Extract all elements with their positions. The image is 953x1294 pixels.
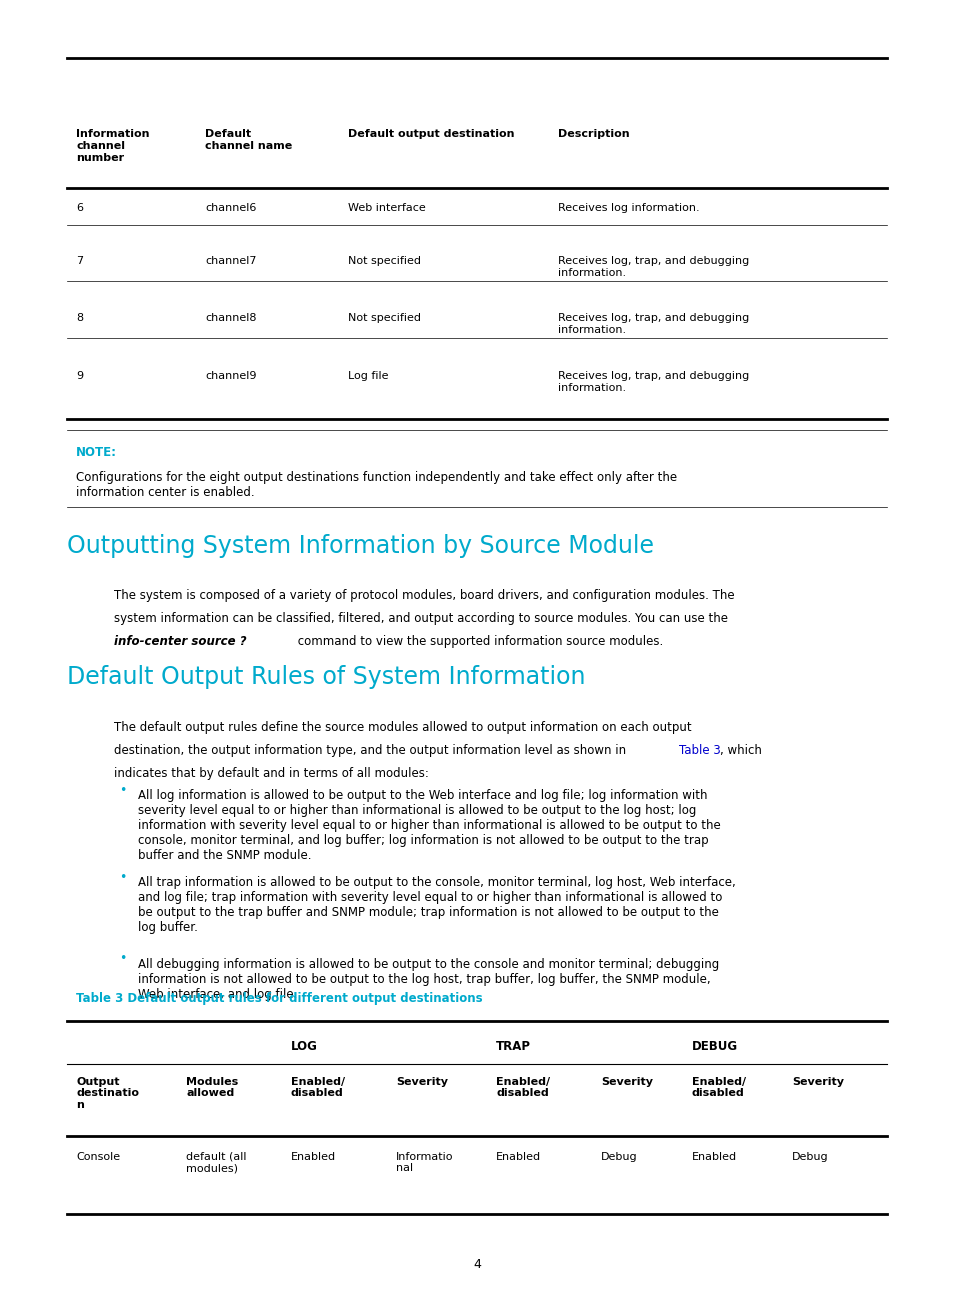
Text: Informatio
nal: Informatio nal bbox=[395, 1152, 453, 1174]
Text: Severity: Severity bbox=[791, 1077, 843, 1087]
Text: channel9: channel9 bbox=[205, 371, 256, 382]
Text: DEBUG: DEBUG bbox=[691, 1040, 737, 1053]
Text: Table 3 Default output rules for different output destinations: Table 3 Default output rules for differe… bbox=[76, 992, 482, 1005]
Text: indicates that by default and in terms of all modules:: indicates that by default and in terms o… bbox=[114, 767, 429, 780]
Text: Not specified: Not specified bbox=[348, 313, 421, 324]
Text: Severity: Severity bbox=[600, 1077, 653, 1087]
Text: All debugging information is allowed to be output to the console and monitor ter: All debugging information is allowed to … bbox=[138, 958, 719, 1000]
Text: Receives log, trap, and debugging
information.: Receives log, trap, and debugging inform… bbox=[558, 313, 748, 335]
Text: Outputting System Information by Source Module: Outputting System Information by Source … bbox=[67, 534, 653, 559]
Text: Receives log, trap, and debugging
information.: Receives log, trap, and debugging inform… bbox=[558, 371, 748, 393]
Text: TRAP: TRAP bbox=[496, 1040, 531, 1053]
Text: All log information is allowed to be output to the Web interface and log file; l: All log information is allowed to be out… bbox=[138, 789, 720, 862]
Text: Default Output Rules of System Information: Default Output Rules of System Informati… bbox=[67, 665, 585, 690]
Text: channel6: channel6 bbox=[205, 203, 256, 214]
Text: Enabled: Enabled bbox=[691, 1152, 736, 1162]
Text: Log file: Log file bbox=[348, 371, 388, 382]
Text: info-center source ?: info-center source ? bbox=[114, 635, 247, 648]
Text: Severity: Severity bbox=[395, 1077, 448, 1087]
Text: Enabled/
disabled: Enabled/ disabled bbox=[496, 1077, 550, 1099]
Text: LOG: LOG bbox=[291, 1040, 317, 1053]
Text: Output
destinatio
n: Output destinatio n bbox=[76, 1077, 139, 1110]
Text: 4: 4 bbox=[473, 1258, 480, 1271]
Text: All trap information is allowed to be output to the console, monitor terminal, l: All trap information is allowed to be ou… bbox=[138, 876, 736, 934]
Text: channel8: channel8 bbox=[205, 313, 256, 324]
Text: channel7: channel7 bbox=[205, 256, 256, 267]
Text: Modules
allowed: Modules allowed bbox=[186, 1077, 238, 1099]
Text: Enabled: Enabled bbox=[496, 1152, 540, 1162]
Text: Receives log information.: Receives log information. bbox=[558, 203, 699, 214]
Text: Default
channel name: Default channel name bbox=[205, 129, 292, 151]
Text: The default output rules define the source modules allowed to output information: The default output rules define the sour… bbox=[114, 721, 691, 734]
Text: NOTE:: NOTE: bbox=[76, 446, 117, 459]
Text: Debug: Debug bbox=[791, 1152, 827, 1162]
Text: •: • bbox=[119, 952, 127, 965]
Text: 6: 6 bbox=[76, 203, 83, 214]
Text: command to view the supported information source modules.: command to view the supported informatio… bbox=[294, 635, 662, 648]
Text: default (all
modules): default (all modules) bbox=[186, 1152, 246, 1174]
Text: Enabled/
disabled: Enabled/ disabled bbox=[691, 1077, 745, 1099]
Text: Table 3: Table 3 bbox=[679, 744, 720, 757]
Text: Default output destination: Default output destination bbox=[348, 129, 515, 140]
Text: Not specified: Not specified bbox=[348, 256, 421, 267]
Text: destination, the output information type, and the output information level as sh: destination, the output information type… bbox=[114, 744, 626, 757]
Text: Receives log, trap, and debugging
information.: Receives log, trap, and debugging inform… bbox=[558, 256, 748, 278]
Text: The system is composed of a variety of protocol modules, board drivers, and conf: The system is composed of a variety of p… bbox=[114, 589, 735, 602]
Text: Debug: Debug bbox=[600, 1152, 637, 1162]
Text: •: • bbox=[119, 871, 127, 884]
Text: Console: Console bbox=[76, 1152, 120, 1162]
Text: Enabled/
disabled: Enabled/ disabled bbox=[291, 1077, 345, 1099]
Text: Enabled: Enabled bbox=[291, 1152, 335, 1162]
Text: 8: 8 bbox=[76, 313, 83, 324]
Text: Description: Description bbox=[558, 129, 629, 140]
Text: Configurations for the eight output destinations function independently and take: Configurations for the eight output dest… bbox=[76, 471, 677, 499]
Text: •: • bbox=[119, 784, 127, 797]
Text: 7: 7 bbox=[76, 256, 83, 267]
Text: system information can be classified, filtered, and output according to source m: system information can be classified, fi… bbox=[114, 612, 728, 625]
Text: Web interface: Web interface bbox=[348, 203, 425, 214]
Text: , which: , which bbox=[720, 744, 761, 757]
Text: 9: 9 bbox=[76, 371, 83, 382]
Text: Information
channel
number: Information channel number bbox=[76, 129, 150, 163]
